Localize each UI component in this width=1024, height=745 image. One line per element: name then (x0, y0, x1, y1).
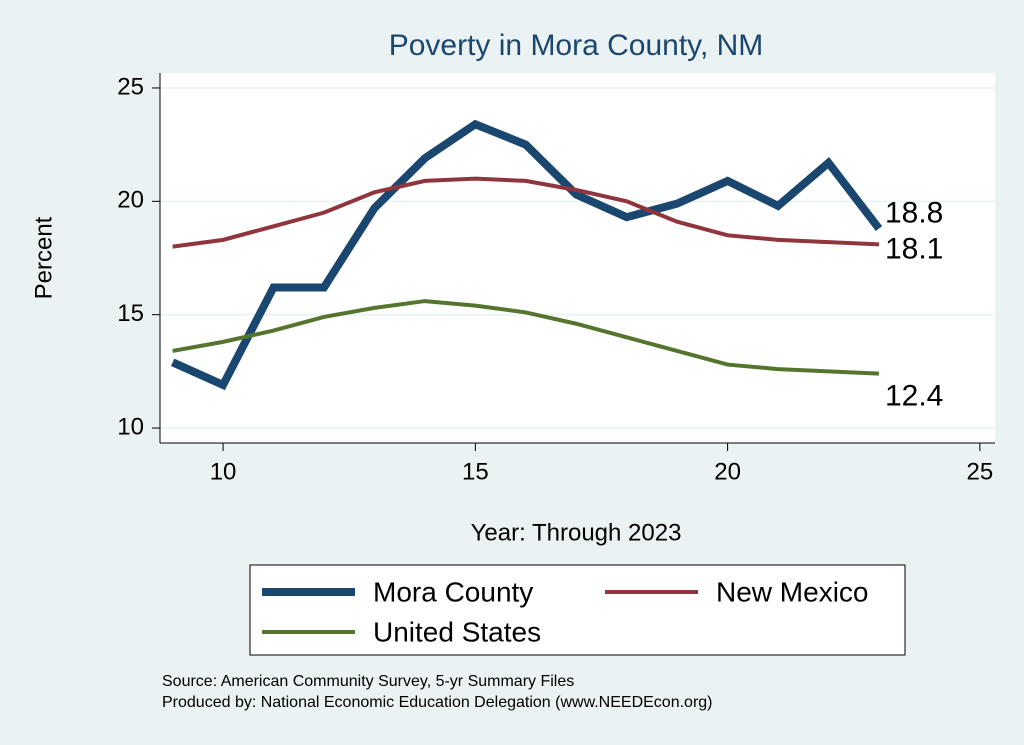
y-tick-label: 10 (117, 413, 144, 440)
y-tick-label: 15 (117, 300, 144, 327)
plot-area (160, 73, 995, 443)
source-note: Source: American Community Survey, 5-yr … (162, 673, 574, 690)
legend-label: New Mexico (716, 576, 868, 607)
x-tick-label: 15 (462, 458, 489, 485)
series-line (172, 299, 880, 376)
x-tick-label: 20 (714, 458, 741, 485)
y-axis-title: Percent (30, 216, 57, 299)
legend-label: Mora County (373, 576, 533, 607)
y-tick-label: 20 (117, 187, 144, 214)
end-label: 18.8 (885, 196, 943, 229)
end-label: 18.1 (885, 232, 943, 265)
end-label: 12.4 (885, 380, 943, 413)
x-axis-title: Year: Through 2023 (471, 519, 682, 546)
legend-label: United States (373, 616, 541, 647)
x-tick-label: 10 (210, 458, 237, 485)
series-line (172, 176, 880, 249)
chart-title: Poverty in Mora County, NM (389, 29, 764, 62)
y-tick-label: 25 (117, 73, 144, 100)
legend (249, 564, 906, 656)
series-line (170, 119, 883, 391)
x-tick-label: 25 (967, 458, 994, 485)
source-note: Produced by: National Economic Education… (162, 694, 713, 711)
